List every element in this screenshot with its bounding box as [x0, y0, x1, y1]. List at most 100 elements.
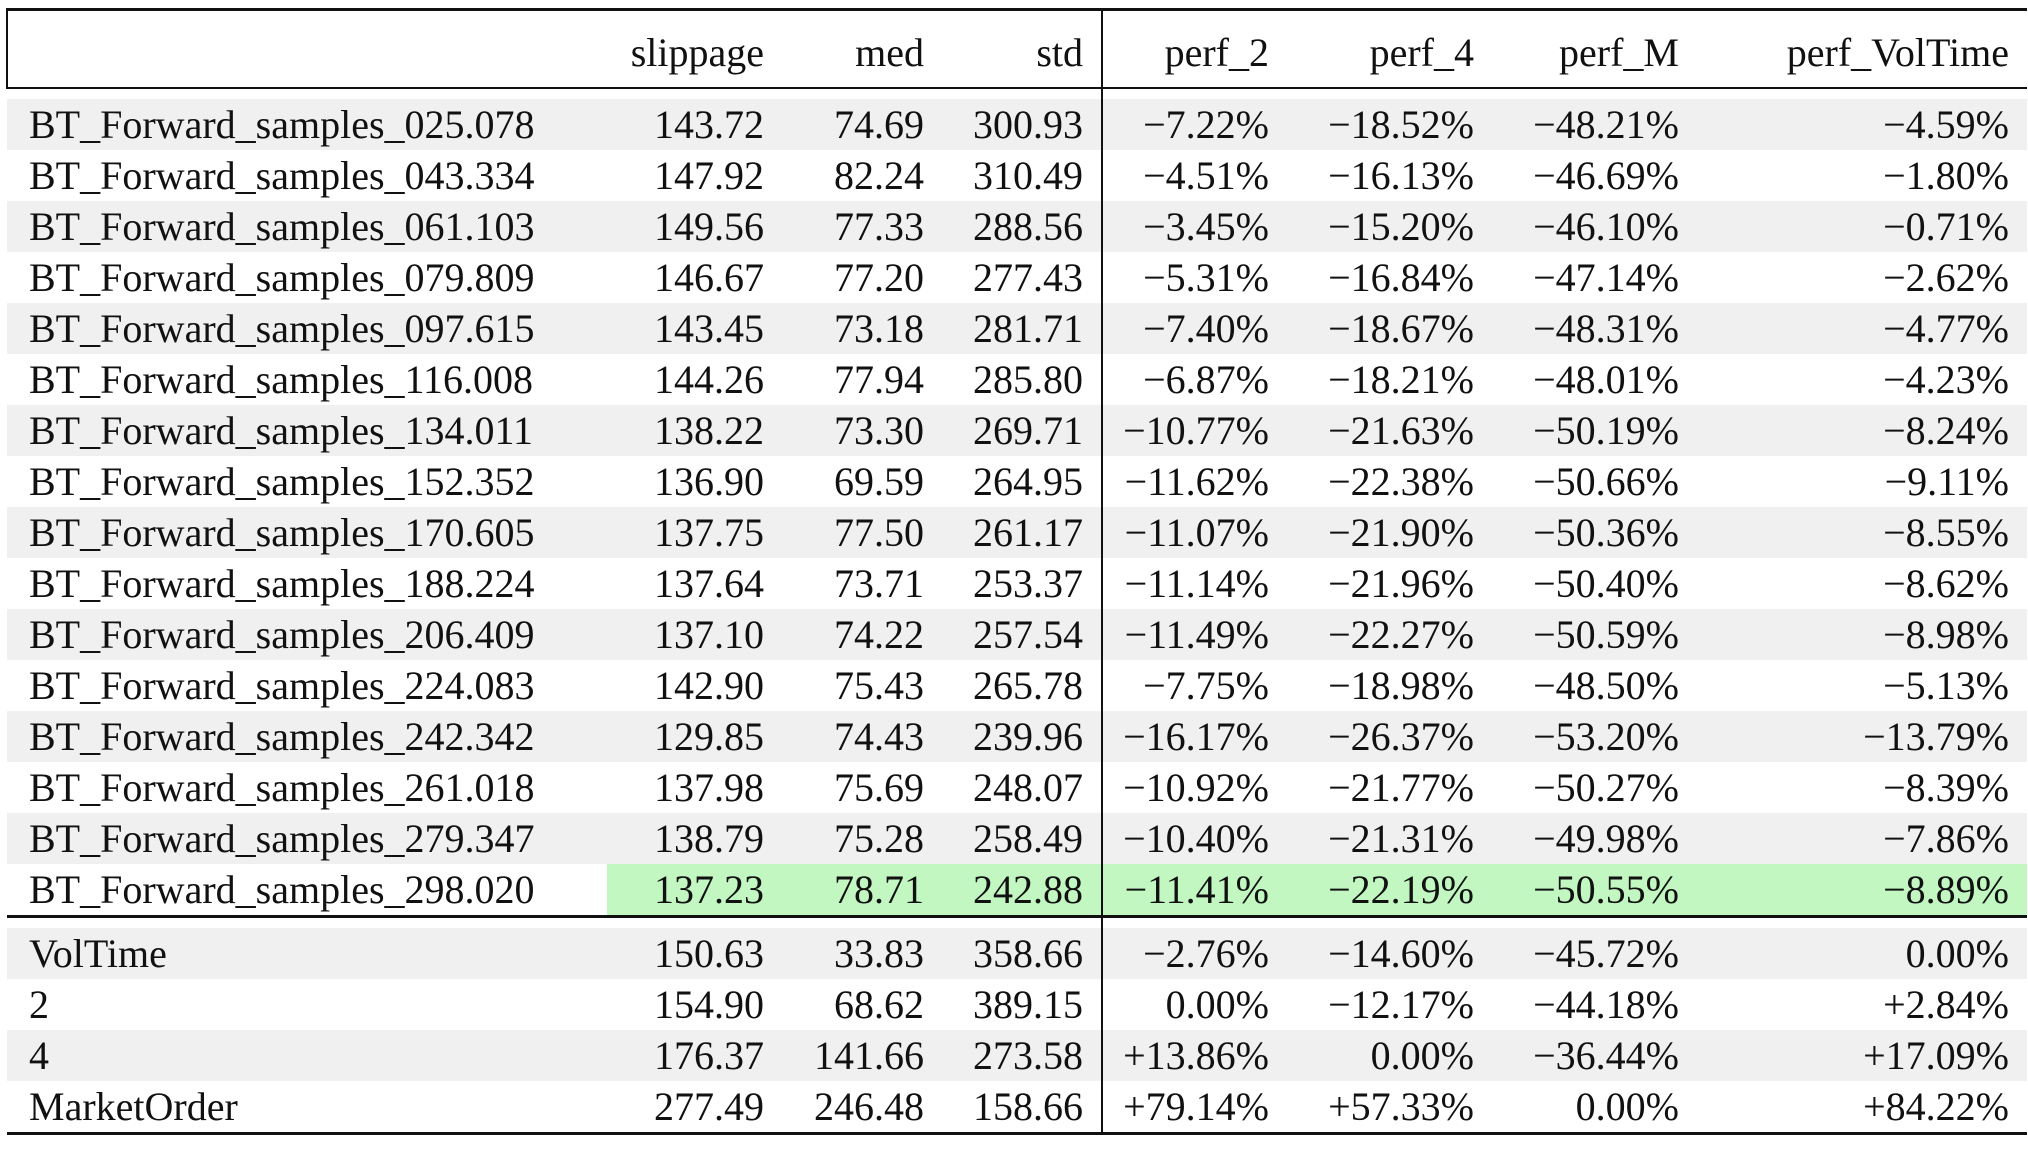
med-cell: 73.71 [834, 561, 924, 606]
table-row: BT_Forward_samples_152.352 136.90 69.59 264… [7, 456, 2027, 507]
table-row: BT_Forward_samples_116.008 144.26 77.94 285… [7, 354, 2027, 405]
med-cell: 77.20 [834, 255, 924, 300]
header-perf-2: perf_2 [1101, 9, 1287, 88]
name-cell: BT_Forward_samples_188.224 [29, 561, 535, 606]
perf-m-cell: −44.18% [1533, 982, 1679, 1027]
perf-voltime-cell: −13.79% [1697, 711, 2027, 762]
std-cell: 265.78 [973, 663, 1083, 708]
name-cell: BT_Forward_samples_279.347 [7, 813, 607, 864]
slippage-cell: 138.79 [607, 813, 782, 864]
perf-voltime-cell: −8.89% [1697, 864, 2027, 917]
name-cell: BT_Forward_samples_134.011 [7, 405, 607, 456]
perf-m-cell: −48.01% [1533, 357, 1679, 402]
perf-4-cell: −16.84% [1328, 255, 1474, 300]
table-row: BT_Forward_samples_079.809 146.67 77.20 277… [7, 252, 2027, 303]
name-cell: BT_Forward_samples_206.409 [7, 609, 607, 660]
std-cell: 253.37 [973, 561, 1083, 606]
std-cell: 288.56 [942, 201, 1102, 252]
perf-4-cell: −21.77% [1328, 765, 1474, 810]
perf-2-cell: −16.17% [1101, 711, 1287, 762]
med-cell: 74.22 [782, 609, 942, 660]
perf-2-cell: −11.49% [1101, 609, 1287, 660]
perf-m-cell: −53.20% [1492, 711, 1697, 762]
header-perf-m: perf_M [1559, 29, 1679, 75]
slippage-cell: 143.72 [607, 99, 782, 150]
med-cell: 78.71 [782, 864, 942, 917]
name-cell: BT_Forward_samples_170.605 [7, 507, 607, 558]
med-cell: 75.28 [782, 813, 942, 864]
med-cell: 75.69 [834, 765, 924, 810]
perf-4-cell: −21.90% [1287, 507, 1492, 558]
name-cell: 2 [29, 982, 49, 1027]
perf-2-cell: −11.41% [1101, 864, 1287, 917]
table-row: VolTime 150.63 33.83 358.66 −2.76% −14.60% −45… [7, 928, 2027, 979]
header-std: std [1036, 29, 1083, 75]
std-cell: 285.80 [973, 357, 1083, 402]
perf-2-cell: −11.14% [1101, 558, 1287, 609]
perf-2-cell: −5.31% [1101, 252, 1287, 303]
perf-m-cell: −46.69% [1533, 153, 1679, 198]
name-cell: BT_Forward_samples_242.342 [7, 711, 607, 762]
name-cell: BT_Forward_samples_152.352 [29, 459, 535, 504]
perf-4-cell: −22.27% [1287, 609, 1492, 660]
perf-voltime-cell: 0.00% [1697, 928, 2027, 979]
perf-4-cell: +57.33% [1287, 1081, 1492, 1135]
perf-m-cell: −36.44% [1492, 1030, 1697, 1081]
perf-voltime-cell: −8.62% [1883, 561, 2009, 606]
perf-voltime-cell: −4.59% [1697, 99, 2027, 150]
header-med: med [855, 29, 924, 75]
perf-2-cell: −11.62% [1101, 456, 1287, 507]
perf-m-cell: 0.00% [1492, 1081, 1697, 1135]
slippage-cell: 129.85 [607, 711, 782, 762]
table-header: slippage med std perf_2 perf_4 perf_M pe… [6, 9, 2027, 88]
perf-4-cell: −14.60% [1287, 928, 1492, 979]
results-table-container: slippage med std perf_2 perf_4 perf_M pe… [6, 0, 2027, 1135]
header-row: slippage med std perf_2 perf_4 perf_M pe… [6, 9, 2027, 88]
name-cell: BT_Forward_samples_061.103 [7, 201, 607, 252]
slippage-cell: 137.10 [607, 609, 782, 660]
perf-4-cell: −21.31% [1287, 813, 1492, 864]
name-cell: BT_Forward_samples_043.334 [29, 153, 535, 198]
name-cell: BT_Forward_samples_097.615 [7, 303, 607, 354]
perf-m-cell: −45.72% [1492, 928, 1697, 979]
med-cell: 77.33 [782, 201, 942, 252]
perf-voltime-cell: −4.23% [1883, 357, 2009, 402]
std-cell: 158.66 [942, 1081, 1102, 1135]
med-cell: 68.62 [834, 982, 924, 1027]
table-row: 4 176.37 141.66 273.58 +13.86% 0.00% −36.44% +1… [7, 1030, 2027, 1081]
slippage-cell: 143.45 [607, 303, 782, 354]
perf-4-cell: −21.63% [1287, 405, 1492, 456]
perf-m-cell: −49.98% [1492, 813, 1697, 864]
perf-4-cell: −15.20% [1287, 201, 1492, 252]
std-cell: 310.49 [973, 153, 1083, 198]
perf-voltime-cell: −9.11% [1884, 459, 2009, 504]
perf-m-cell: −50.36% [1492, 507, 1697, 558]
table-row: BT_Forward_samples_224.083 142.90 75.43 265… [7, 660, 2027, 711]
std-cell: 300.93 [942, 99, 1102, 150]
baseline-group: VolTime 150.63 33.83 358.66 −2.76% −14.60% −45… [7, 915, 2027, 1135]
slippage-cell: 147.92 [654, 153, 764, 198]
perf-4-cell: −22.19% [1287, 864, 1492, 917]
table-row: BT_Forward_samples_025.078 143.72 74.69 300… [7, 99, 2027, 150]
med-cell: 74.69 [782, 99, 942, 150]
table-row: BT_Forward_samples_134.011 138.22 73.30 269… [7, 405, 2027, 456]
perf-4-cell: −16.13% [1328, 153, 1474, 198]
slippage-cell: 137.64 [654, 561, 764, 606]
name-cell: VolTime [7, 928, 607, 979]
perf-m-cell: −48.21% [1492, 99, 1697, 150]
std-cell: 258.49 [942, 813, 1102, 864]
perf-voltime-cell: −0.71% [1697, 201, 2027, 252]
slippage-cell: 150.63 [607, 928, 782, 979]
name-cell: BT_Forward_samples_261.018 [29, 765, 535, 810]
med-cell: 82.24 [834, 153, 924, 198]
std-cell: 261.17 [942, 507, 1102, 558]
slippage-cell: 144.26 [654, 357, 764, 402]
table-row: 2 154.90 68.62 389.15 0.00% −12.17% −44.18% +2.… [7, 979, 2027, 1030]
perf-2-cell: −2.76% [1101, 928, 1287, 979]
name-cell: BT_Forward_samples_025.078 [7, 99, 607, 150]
slippage-cell: 146.67 [654, 255, 764, 300]
perf-voltime-cell: −5.13% [1883, 663, 2009, 708]
perf-4-cell: −12.17% [1328, 982, 1474, 1027]
perf-2-cell: 0.00% [1101, 979, 1287, 1030]
table-row: BT_Forward_samples_097.615 143.45 73.18 281… [7, 303, 2027, 354]
